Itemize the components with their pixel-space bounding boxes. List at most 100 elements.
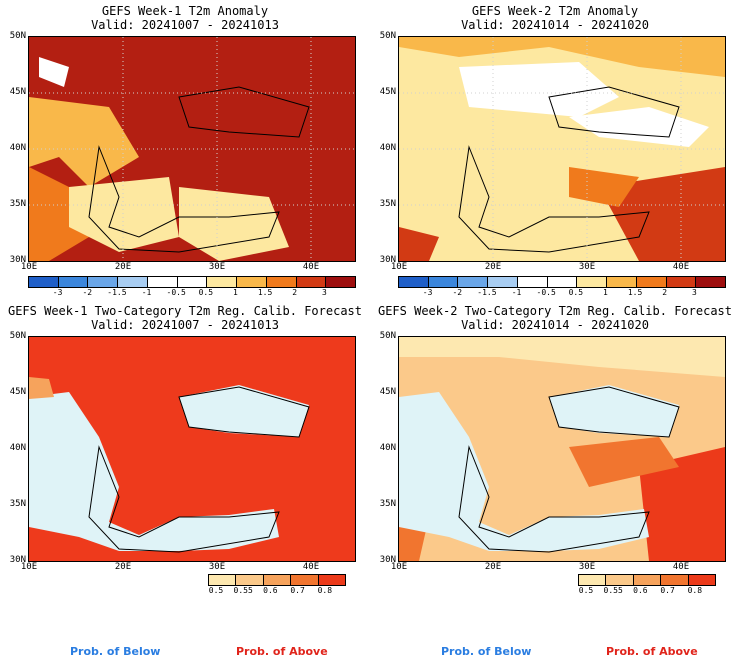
lon-label: 10E bbox=[390, 562, 408, 572]
anomaly-field-moderate-west bbox=[29, 167, 89, 261]
lon-label: 10E bbox=[20, 562, 38, 572]
colorbar-ticks: -3 -2 -1.5 -1 -0.5 0.5 1 1.5 2 3 bbox=[398, 288, 724, 298]
colorbar-tick-label: 2 bbox=[662, 288, 668, 297]
colorbar-swatch bbox=[318, 575, 346, 585]
colorbar-tick-label: 3 bbox=[691, 288, 697, 297]
map-svg bbox=[29, 337, 355, 561]
lat-label: 35N bbox=[9, 499, 26, 509]
map-area bbox=[398, 36, 726, 262]
colorbar-tick-label: 1.5 bbox=[627, 288, 643, 297]
panel-valid-range: Valid: 20241007 - 20241013 bbox=[91, 18, 279, 32]
lon-label: 30E bbox=[578, 562, 596, 572]
colorbar-tick-label: 1 bbox=[603, 288, 608, 297]
colorbar-tick-label: 0.7 bbox=[660, 586, 675, 595]
lon-label: 20E bbox=[114, 262, 132, 272]
anomaly-colorbar bbox=[28, 276, 356, 288]
black-sea-coast bbox=[548, 386, 680, 438]
coastline bbox=[458, 145, 650, 253]
lat-label: 30N bbox=[379, 255, 396, 265]
colorbar-swatch bbox=[88, 277, 119, 287]
colorbar-swatch bbox=[547, 277, 578, 287]
probability-colorbar bbox=[208, 574, 346, 586]
colorbar-swatch bbox=[147, 277, 178, 287]
lat-label: 50N bbox=[379, 331, 396, 341]
colorbar-tick-label: -1 bbox=[511, 288, 522, 297]
panel-title: GEFS Week-2 T2m Anomaly bbox=[471, 4, 639, 18]
map-area bbox=[28, 336, 356, 562]
probability-field-weak bbox=[399, 337, 725, 377]
anomaly-field-weak-sea bbox=[69, 177, 179, 252]
anomaly-field-neutral bbox=[39, 57, 69, 87]
colorbar-swatch bbox=[209, 575, 237, 585]
lon-label: 30E bbox=[578, 262, 596, 272]
coastline bbox=[88, 445, 280, 553]
colorbar-swatch bbox=[29, 277, 59, 287]
colorbar-swatch bbox=[118, 277, 148, 287]
colorbar-swatch bbox=[458, 277, 489, 287]
colorbar-tick-label: -3 bbox=[422, 288, 433, 297]
colorbar-swatch bbox=[606, 575, 634, 585]
map-svg bbox=[399, 337, 725, 561]
map-area bbox=[398, 336, 726, 562]
colorbar-tick-label: 0.7 bbox=[290, 586, 305, 595]
anomaly-field-neutral-east bbox=[569, 107, 709, 147]
lat-label: 40N bbox=[379, 143, 396, 153]
colorbar-swatch bbox=[579, 575, 607, 585]
colorbar-tick-label: -0.5 bbox=[536, 288, 556, 297]
legend-prob-above: Prob. of Above bbox=[236, 645, 328, 658]
colorbar-tick-label: 0.5 bbox=[568, 288, 584, 297]
panel-week2-anomaly: GEFS Week-2 T2m Anomaly Valid: 20241014 … bbox=[370, 0, 740, 300]
lat-label: 40N bbox=[379, 443, 396, 453]
colorbar-tick-label: 1 bbox=[233, 288, 238, 297]
lon-label: 40E bbox=[302, 562, 320, 572]
lat-label: 45N bbox=[9, 387, 26, 397]
colorbar-tick-label: 0.55 bbox=[233, 586, 253, 595]
lat-label: 40N bbox=[9, 143, 26, 153]
lat-label: 35N bbox=[379, 199, 396, 209]
colorbar-tick-label: 1.5 bbox=[257, 288, 273, 297]
colorbar-swatch bbox=[291, 575, 319, 585]
colorbar-ticks: 0.5 0.55 0.6 0.7 0.8 bbox=[208, 586, 344, 596]
lat-label: 45N bbox=[9, 87, 26, 97]
colorbar-tick-label: 0.5 bbox=[578, 586, 594, 595]
colorbar-swatch bbox=[296, 277, 327, 287]
anomaly-field-strong-west bbox=[399, 227, 439, 261]
anomaly-field-strong bbox=[599, 167, 725, 261]
black-sea-coast bbox=[548, 86, 680, 138]
lon-label: 20E bbox=[114, 562, 132, 572]
probability-field-moderate bbox=[29, 377, 54, 399]
panel-week1-anomaly: GEFS Week-1 T2m Anomaly Valid: 20241007 … bbox=[0, 0, 370, 300]
lon-label: 40E bbox=[672, 262, 690, 272]
coastline bbox=[458, 445, 650, 553]
panel-valid-range: Valid: 20241014 - 20241020 bbox=[461, 18, 649, 32]
colorbar-swatch bbox=[666, 277, 697, 287]
lon-label: 20E bbox=[484, 562, 502, 572]
colorbar-swatch bbox=[263, 575, 292, 585]
colorbar-tick-label: 0.8 bbox=[687, 586, 703, 595]
colorbar-swatch bbox=[696, 277, 726, 287]
anomaly-colorbar bbox=[398, 276, 726, 288]
anomaly-field-moderate bbox=[399, 37, 725, 77]
colorbar-swatch bbox=[177, 277, 208, 287]
black-sea-coast bbox=[178, 386, 310, 438]
colorbar-swatch bbox=[326, 277, 356, 287]
lon-label: 10E bbox=[20, 262, 38, 272]
lon-label: 30E bbox=[208, 262, 226, 272]
legend-prob-below: Prob. of Below bbox=[70, 645, 161, 658]
gridlines bbox=[399, 37, 725, 261]
panel-valid-range: Valid: 20241014 - 20241020 bbox=[461, 318, 649, 332]
sea-mediterranean bbox=[399, 392, 649, 551]
lat-label: 45N bbox=[379, 87, 396, 97]
lat-label: 30N bbox=[9, 255, 26, 265]
colorbar-tick-label: -1 bbox=[141, 288, 152, 297]
colorbar-tick-label: 0.55 bbox=[603, 586, 623, 595]
colorbar-tick-label: -2 bbox=[452, 288, 463, 297]
colorbar-ticks: 0.5 0.55 0.6 0.7 0.8 bbox=[578, 586, 714, 596]
lat-label: 35N bbox=[379, 499, 396, 509]
lon-label: 10E bbox=[390, 262, 408, 272]
colorbar-tick-label: 0.8 bbox=[317, 586, 333, 595]
probability-colorbar bbox=[578, 574, 716, 586]
lon-label: 40E bbox=[302, 262, 320, 272]
colorbar-swatch bbox=[488, 277, 518, 287]
colorbar-swatch bbox=[58, 277, 89, 287]
